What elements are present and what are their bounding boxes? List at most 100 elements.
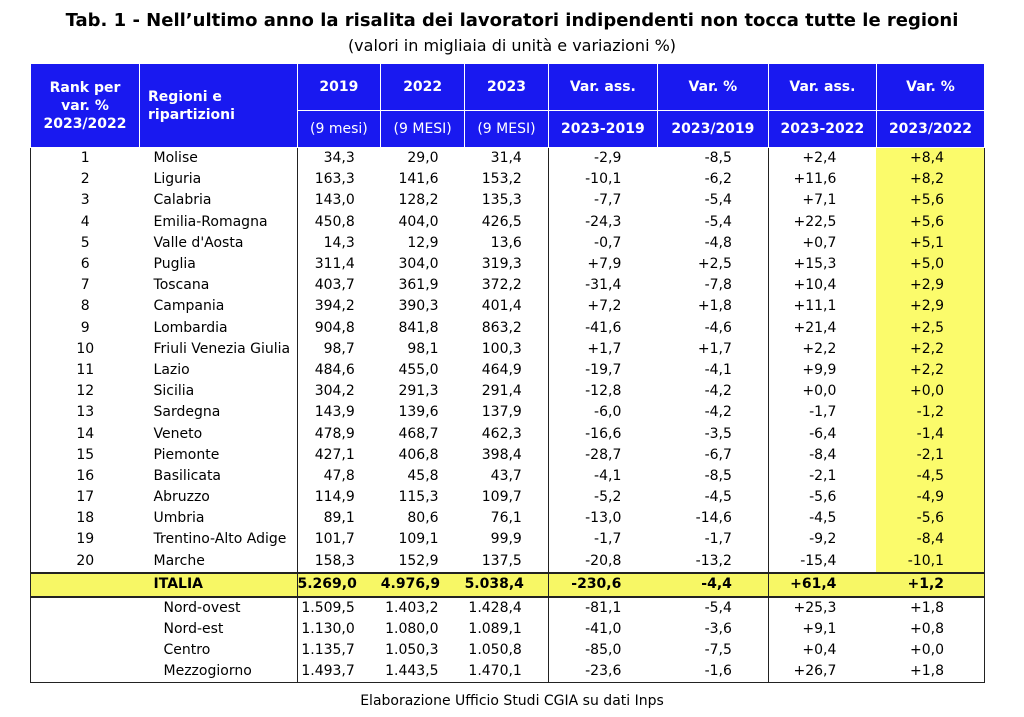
cell-rank: 3: [29, 190, 140, 212]
cell-var-pct-2023-2019: -5,4: [657, 596, 769, 619]
cell-val-2019: 114,9: [314, 489, 355, 506]
cell-var-ass-2023-2022: +25,3: [793, 599, 837, 616]
table-row: 6 Puglia 311,4 304,0 319,3 +7,9 +2,5 +15,3 +5,0: [29, 253, 986, 276]
cell-val-2023: 1.428,4: [464, 596, 549, 619]
cell-val-2022: 841,8: [398, 319, 439, 336]
cell-val-2022: 1.080,0: [385, 620, 439, 637]
table-subtitle: (valori in migliaia di unità e variazion…: [347, 36, 677, 55]
cell-var-pct-2023-2022: -5,6: [876, 508, 986, 530]
cell-rank: 8: [29, 296, 140, 318]
cell-val-2019: 904,8: [314, 319, 355, 336]
cell-region: Molise: [139, 147, 298, 170]
cell-var-ass-2023-2019: -24,3: [585, 213, 622, 230]
cell-var-ass-2023-2022: +2,2: [802, 340, 837, 357]
table-row-area: Mezzogiorno 1.493,7 1.443,5 1.470,1 -23,6 -1,…: [29, 660, 986, 683]
cell-var-pct-2023-2019: -1,6: [657, 660, 769, 683]
cell-var-ass-2023-2019: -85,0: [585, 641, 622, 658]
cell-var-pct-2023-2022: +8,2: [876, 169, 986, 191]
header-2019: 2019: [296, 63, 382, 111]
cell-var-pct-2023-2019: -1,7: [657, 529, 769, 551]
table-row: 17 Abruzzo 114,9 115,3 109,7 -5,2 -4,5 -5,6 -4,9: [29, 487, 986, 509]
cell-val-2019: 5.269,0: [297, 571, 381, 598]
cell-val-2023: 13,6: [464, 232, 549, 254]
cell-val-2019: 101,7: [314, 531, 355, 548]
cell-var-ass-2023-2019: -12,8: [585, 383, 622, 400]
cell-var-pct-2023-2019: -4,4: [657, 571, 769, 598]
cell-val-2019: 163,3: [314, 171, 355, 188]
table-row: 19 Trentino-Alto Adige 101,7 109,1 99,9 -1,7 -…: [29, 529, 986, 551]
cell-var-ass-2023-2019: -1,7: [594, 531, 622, 548]
table-row: 9 Lombardia 904,8 841,8 863,2 -41,6 -4,6 +21,4 +…: [29, 317, 986, 339]
table-row: 7 Toscana 403,7 361,9 372,2 -31,4 -7,8 +10,4 +2,…: [29, 275, 986, 297]
cell-region: Toscana: [139, 275, 298, 297]
cell-region: Nord-ovest: [139, 596, 298, 619]
cell-val-2023: 76,1: [464, 508, 549, 530]
cell-val-2019: 14,3: [323, 234, 355, 251]
table-row: 8 Campania 394,2 390,3 401,4 +7,2 +1,8 +11,1 +2,…: [29, 296, 986, 318]
cell-val-2019: 484,6: [314, 361, 355, 378]
cell-var-pct-2023-2022: +5,1: [876, 232, 986, 254]
cell-val-2022: 80,6: [407, 510, 439, 527]
cell-var-ass-2023-2022: -15,4: [800, 552, 837, 569]
cell-rank: 10: [29, 338, 140, 360]
cell-var-pct-2023-2022: +5,0: [876, 253, 986, 276]
cell-val-2023: 135,3: [464, 190, 549, 212]
header-var-ass-2: Var. ass.: [767, 63, 877, 111]
cell-var-ass-2023-2022: -4,5: [809, 510, 837, 527]
cell-val-2023: 462,3: [464, 423, 549, 445]
cell-val-2022: 12,9: [407, 234, 439, 251]
cell-val-2019: 1.493,7: [297, 660, 381, 683]
cell-rank: 15: [29, 444, 140, 466]
cell-region: Emilia-Romagna: [139, 211, 298, 233]
cell-val-2023: 109,7: [464, 487, 549, 509]
cell-val-2023: 1.470,1: [464, 660, 549, 683]
cell-val-2022: 109,1: [398, 531, 439, 548]
cell-var-pct-2023-2022: +8,4: [876, 147, 986, 170]
cell-val-2022: 1.050,3: [385, 641, 439, 658]
cell-var-ass-2023-2022: -8,4: [809, 446, 837, 463]
cell-val-2019: 34,3: [323, 150, 355, 167]
cell-var-pct-2023-2019: -3,6: [657, 618, 769, 640]
cell-val-2022: 1.443,5: [380, 660, 465, 683]
cell-region: Mezzogiorno: [139, 660, 298, 683]
cell-var-ass-2023-2022: -1,7: [809, 404, 837, 421]
cell-var-pct-2023-2022: -4,9: [876, 487, 986, 509]
table-row: 15 Piemonte 427,1 406,8 398,4 -28,7 -6,7 -8,4 -2…: [29, 444, 986, 466]
cell-var-ass-2023-2019: +1,7: [587, 340, 622, 357]
subheader-2019: (9 mesi): [296, 110, 382, 148]
cell-val-2023: 1.050,8: [464, 639, 549, 661]
cell-val-2022: 390,3: [398, 298, 439, 315]
cell-rank: 13: [29, 402, 140, 424]
cell-val-2023: 464,9: [464, 359, 549, 382]
cell-rank: 20: [29, 550, 140, 573]
cell-var-pct-2023-2019: -3,5: [657, 423, 769, 445]
cell-val-2023: 401,4: [464, 296, 549, 318]
cell-val-2019: 304,2: [314, 383, 355, 400]
cell-var-ass-2023-2022: -2,1: [809, 467, 837, 484]
cell-var-pct-2023-2022: +2,9: [876, 296, 986, 318]
cell-var-pct-2023-2022: +2,2: [876, 359, 986, 382]
subheader-var-ass-2: 2023-2022: [767, 110, 877, 148]
cell-val-2023: 372,2: [464, 275, 549, 297]
cell-var-pct-2023-2019: -4,6: [657, 317, 769, 339]
cell-val-2023: 291,4: [464, 381, 549, 403]
cell-var-ass-2023-2022: +0,0: [802, 383, 837, 400]
cell-var-ass-2023-2022: +2,4: [802, 150, 837, 167]
cell-region: Lazio: [139, 359, 298, 382]
cell-var-ass-2023-2022: +0,7: [802, 234, 837, 251]
table-row-area: Nord-ovest 1.509,5 1.403,2 1.428,4 -81,1 -5,4…: [29, 596, 986, 619]
cell-var-pct-2023-2022: +0,8: [876, 618, 986, 640]
cell-rank: [29, 618, 140, 640]
table-row: 2 Liguria 163,3 141,6 153,2 -10,1 -6,2 +11,6 +8,…: [29, 169, 986, 191]
header-region-label: Regioni e ripartizioni: [148, 88, 235, 123]
cell-val-2023: 5.038,4: [464, 571, 549, 598]
cell-rank: [29, 660, 140, 683]
cell-val-2019: 403,7: [314, 277, 355, 294]
cell-val-2019: 427,1: [314, 446, 355, 463]
cell-var-pct-2023-2022: -8,4: [876, 529, 986, 551]
cell-var-pct-2023-2019: +1,7: [657, 338, 769, 360]
cell-rank: 18: [29, 508, 140, 530]
cell-var-pct-2023-2022: +1,2: [876, 571, 986, 598]
cell-var-ass-2023-2022: +61,4: [768, 571, 877, 598]
cell-var-ass-2023-2022: +22,5: [793, 213, 837, 230]
